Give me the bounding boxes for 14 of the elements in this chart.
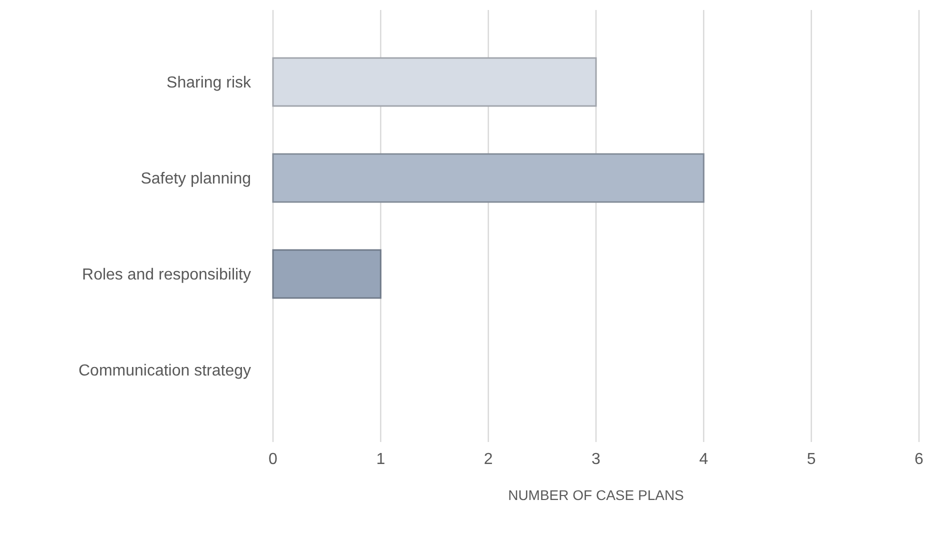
bar: [272, 249, 382, 299]
y-tick-label: Roles and responsibility: [82, 266, 251, 284]
x-tick-label: 6: [914, 451, 924, 468]
bar: [272, 153, 704, 203]
y-tick-label: Communication strategy: [78, 362, 251, 380]
x-tick-label: 3: [592, 451, 601, 468]
x-tick-label: 1: [376, 451, 386, 468]
x-tick-label: 5: [806, 451, 816, 468]
y-tick-label: Sharing risk: [166, 74, 252, 92]
x-tick-label: 0: [268, 451, 278, 468]
y-tick-label: Safety planning: [140, 170, 251, 188]
x-tick-label: 4: [699, 451, 708, 468]
x-axis-title: NUMBER OF CASE PLANS: [508, 487, 684, 503]
x-tick-label: 2: [484, 451, 493, 468]
